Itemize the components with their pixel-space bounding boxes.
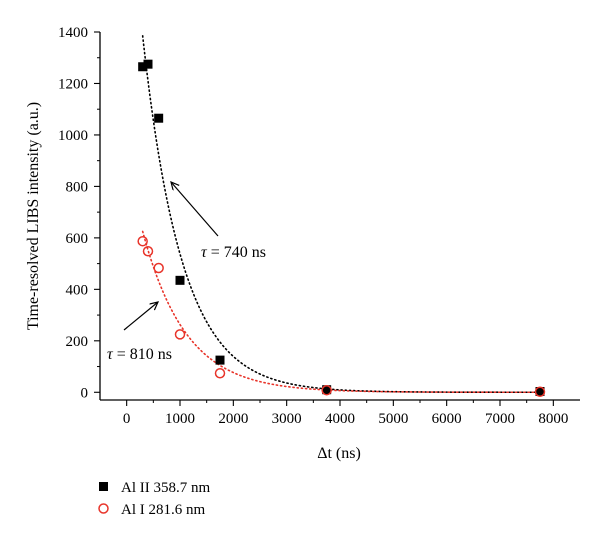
data-point-square <box>143 59 153 69</box>
data-markers <box>137 59 546 398</box>
tau-740-arrow <box>171 182 219 237</box>
fit-curve <box>141 35 541 394</box>
y-axis-title: Time-resolved LIBS intensity (a.u.) <box>25 102 42 330</box>
data-point-circle <box>137 235 148 247</box>
axis-ticks: 0 1000 2000 3000 4000 5000 6000 7000 8000 0 200 400… <box>58 25 568 427</box>
y-tick-label: 1000 <box>58 128 88 144</box>
x-tick-label: 7000 <box>485 411 515 427</box>
y-tick-label: 1400 <box>58 25 88 41</box>
data-point-circle <box>142 246 154 257</box>
x-axis-title: Δt (ns) <box>317 445 361 462</box>
y-tick-label: 0 <box>81 385 89 401</box>
y-tick-label: 600 <box>66 231 89 247</box>
fit-curves <box>141 35 541 394</box>
legend-label-al-ii: Al II 358.7 nm <box>121 480 210 496</box>
tau-810-label: τ = 810 ns <box>107 346 172 363</box>
y-tick-label: 1200 <box>58 76 88 92</box>
x-tick-label: 0 <box>123 411 131 427</box>
x-tick-label: 3000 <box>272 411 302 427</box>
legend-marker-al-ii <box>99 482 108 491</box>
data-point-square <box>215 355 225 365</box>
data-point-square <box>322 385 332 395</box>
legend-label-al-i: Al I 281.6 nm <box>121 502 205 518</box>
data-point-circle <box>153 262 164 274</box>
x-tick-label: 2000 <box>218 411 248 427</box>
x-tick-label: 1000 <box>165 411 195 427</box>
data-point-square <box>154 113 164 123</box>
data-point-square <box>175 275 185 285</box>
tau-740-label: τ = 740 ns <box>201 244 266 261</box>
fit-curve <box>141 230 541 394</box>
tau-810-arrow <box>123 302 158 331</box>
legend-marker-al-i <box>98 503 109 514</box>
data-point-circle <box>534 386 546 398</box>
y-tick-label: 800 <box>66 179 89 195</box>
x-tick-label: 8000 <box>538 411 568 427</box>
data-point-circle <box>174 329 186 340</box>
y-tick-label: 200 <box>66 334 89 350</box>
x-tick-label: 4000 <box>325 411 355 427</box>
data-point-square <box>138 62 148 72</box>
data-point-circle <box>321 384 332 396</box>
data-point-circle <box>214 367 226 379</box>
plot-frame <box>99 32 580 401</box>
x-tick-label: 6000 <box>432 411 462 427</box>
annotations: τ = 740 ns τ = 810 ns <box>107 182 266 363</box>
y-tick-label: 400 <box>66 282 89 298</box>
x-tick-label: 5000 <box>378 411 408 427</box>
data-point-square <box>535 387 545 397</box>
legend: Al II 358.7 nm Al I 281.6 nm <box>98 480 210 518</box>
